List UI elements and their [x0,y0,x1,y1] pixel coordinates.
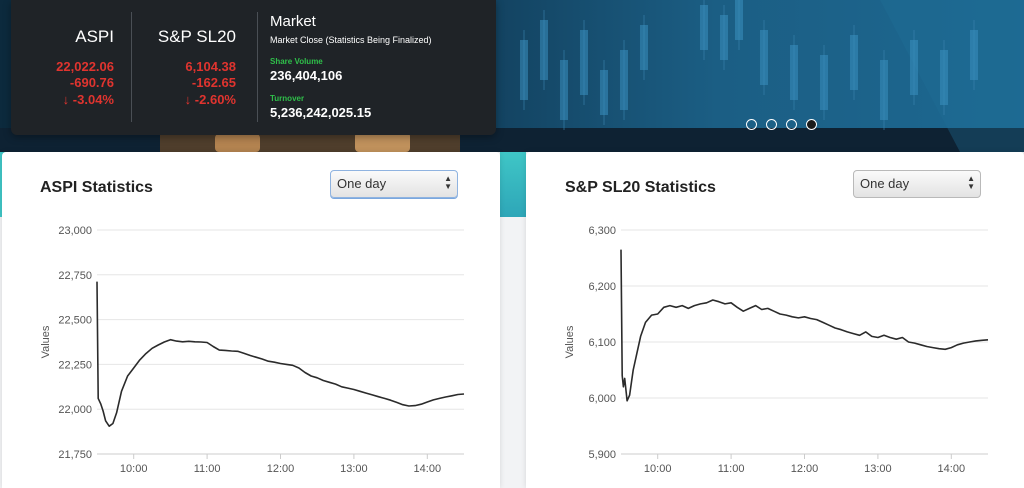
carousel-dot[interactable] [806,119,817,130]
candle-body [760,30,768,85]
x-tick-label: 12:00 [267,463,295,475]
series-line [620,249,989,402]
ticker-snp-percent: -2.60% [194,92,236,107]
ticker-divider [257,12,258,122]
aspi-statistics-panel: ASPI Statistics One day ▲ ▼ 21,750 22,000 2… [2,152,500,488]
x-tick-label: 11:00 [194,463,221,475]
down-arrow-icon: ↓ [184,92,192,107]
down-arrow-icon: ↓ [62,92,70,107]
x-tick-label: 12:00 [791,463,819,475]
carousel-dot[interactable] [766,119,777,130]
x-tick-label: 11:00 [718,463,745,475]
aspi-line-chart: 21,750 22,000 22,250 22,500 22,750 23,000 10:0… [40,225,465,475]
background-shape [880,0,1024,152]
coin-stack [355,132,410,152]
y-tick-label: 22,250 [58,359,92,371]
candle-body [940,50,948,105]
candle-body [620,50,628,110]
y-tick-label: 5,900 [588,449,616,461]
y-tick-label: 6,200 [588,281,616,293]
candlestick-background [0,0,1024,152]
ticker-aspi-name: ASPI [75,27,114,46]
x-tick-label: 13:00 [864,463,892,475]
panel-title: S&P SL20 Statistics [565,179,716,196]
candle-body [520,40,528,100]
candle-body [910,40,918,95]
share-volume-label: Share Volume [270,57,323,66]
ticker-aspi-percent-row: ↓ -3.04% [63,92,114,107]
ticker-snp-change: -162.65 [191,75,236,90]
series-line [96,281,465,427]
share-volume-value: 236,404,106 [270,68,343,83]
y-axis-label: Values [40,325,52,358]
period-select[interactable]: One day ▲ ▼ [853,170,981,198]
turnover-value: 5,236,242,025.15 [270,105,372,120]
y-tick-label: 22,000 [58,404,92,416]
x-tick-label: 14:00 [414,463,442,475]
y-tick-label: 23,000 [58,225,92,237]
period-select[interactable]: One day ▲ ▼ [330,170,458,198]
candle-body [970,30,978,80]
candle-body [850,35,858,90]
candle-body [540,20,548,80]
market-title: Market [270,13,316,30]
y-axis-label: Values [564,325,576,358]
teal-accent [500,152,526,217]
period-select-value: One day [860,176,910,191]
snp-line-chart: 5,900 6,000 6,100 6,200 6,300 10:00 11:00 12:00… [564,225,989,475]
turnover-label: Turnover [270,94,305,103]
carousel-dot[interactable] [746,119,757,130]
ticker-snp-name: S&P SL20 [157,27,236,46]
ticker-aspi-value: 22,022.06 [56,59,114,74]
coin-stack [215,134,260,152]
x-tick-label: 10:00 [120,463,148,475]
select-arrows-icon: ▲ ▼ [444,174,452,191]
snp-statistics-panel: S&P SL20 Statistics One day ▲ ▼ 5,900 6,00… [526,152,1024,488]
candle-body [580,30,588,95]
candle-body [820,55,828,110]
ticker-aspi-change: -690.76 [69,75,114,90]
y-tick-label: 22,500 [58,315,92,327]
ticker-divider [131,12,132,122]
x-tick-label: 10:00 [644,463,672,475]
candle-body [640,25,648,70]
ticker-aspi-percent: -3.04% [72,92,114,107]
candle-body [600,70,608,115]
panel-title: ASPI Statistics [40,179,153,196]
ticker-snp[interactable]: S&P SL20 6,104.38 -162.65 ↓ -2.60% [132,0,250,135]
candle-body [560,60,568,120]
candle-body [720,15,728,60]
ticker-snp-percent-row: ↓ -2.60% [185,92,236,107]
y-tick-label: 22,750 [58,270,92,282]
select-arrows-icon: ▲ ▼ [967,174,975,191]
y-tick-label: 21,750 [58,449,92,461]
y-tick-label: 6,000 [588,393,616,405]
candle-body [700,5,708,50]
market-status: Market Close (Statistics Being Finalized… [270,35,432,45]
candle-body [790,45,798,100]
ticker-aspi[interactable]: ASPI 22,022.06 -690.76 ↓ -3.04% [11,0,126,135]
y-tick-label: 6,100 [588,337,616,349]
market-ticker: ASPI 22,022.06 -690.76 ↓ -3.04% S&P SL20… [11,0,496,135]
x-tick-label: 14:00 [938,463,966,475]
y-tick-label: 6,300 [588,225,616,237]
period-select-value: One day [337,176,387,191]
candle-body [735,0,743,40]
ticker-snp-value: 6,104.38 [185,59,236,74]
carousel-dot[interactable] [786,119,797,130]
candle-body [880,60,888,120]
x-tick-label: 13:00 [340,463,368,475]
